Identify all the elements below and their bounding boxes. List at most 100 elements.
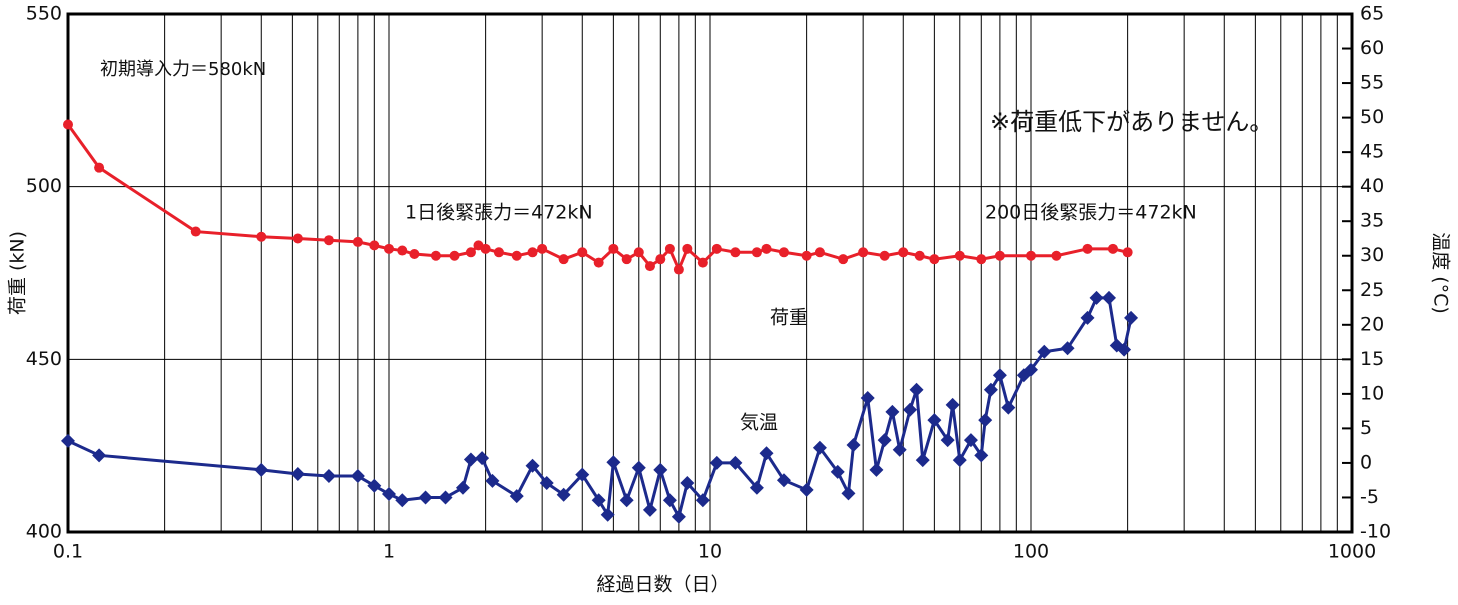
marker (801, 250, 812, 261)
x-tick-label: 1000 (1328, 541, 1376, 563)
marker (511, 250, 522, 261)
marker (1080, 310, 1095, 325)
marker (976, 254, 987, 265)
marker (860, 391, 875, 406)
marker (983, 382, 998, 397)
y2-tick-label: 30 (1360, 244, 1384, 266)
marker (915, 453, 930, 468)
series-label: 荷重 (770, 307, 808, 329)
x-tick-label: 100 (1013, 541, 1049, 563)
marker (323, 235, 334, 246)
marker (600, 507, 615, 522)
marker (655, 254, 666, 265)
y2-tick-label: 55 (1360, 72, 1384, 94)
marker (1026, 250, 1036, 261)
marker (465, 247, 476, 258)
marker (673, 264, 684, 275)
marker (558, 254, 569, 265)
y2-tick-label: 0 (1360, 451, 1372, 473)
marker (94, 162, 105, 173)
marker (1051, 250, 1062, 261)
marker (892, 442, 907, 457)
marker (1107, 243, 1118, 254)
y-axis-label: 荷重 (kN) (7, 231, 29, 315)
marker (644, 261, 655, 272)
y2-tick-label: -10 (1360, 521, 1391, 543)
marker (838, 254, 849, 265)
marker (680, 475, 695, 490)
marker (1037, 344, 1052, 359)
marker (418, 490, 433, 505)
marker (350, 469, 365, 484)
y2-tick-label: 50 (1360, 106, 1384, 128)
marker (1102, 290, 1117, 305)
marker (914, 250, 925, 261)
marker (728, 455, 743, 470)
marker (909, 382, 924, 397)
y-tick-label: 450 (26, 348, 62, 370)
y2-tick-label: 20 (1360, 313, 1384, 335)
marker (761, 243, 772, 254)
marker (575, 467, 590, 482)
marker (978, 413, 993, 428)
marker (92, 448, 107, 463)
marker (994, 250, 1005, 261)
marker (485, 473, 500, 488)
x-tick-label: 10 (698, 541, 722, 563)
marker (671, 509, 686, 524)
marker (509, 489, 524, 504)
marker (1124, 310, 1139, 325)
marker (63, 119, 73, 130)
annotation: 1日後緊張力＝472kN (405, 202, 593, 224)
marker (954, 250, 965, 261)
marker (695, 493, 710, 508)
marker (869, 462, 884, 477)
marker (608, 243, 619, 254)
marker (352, 236, 363, 247)
marker (61, 433, 75, 448)
marker (539, 475, 554, 490)
marker (776, 473, 791, 488)
annotation: ※荷重低下がありません。 (990, 108, 1273, 136)
marker (877, 433, 892, 448)
y-tick-label: 500 (26, 175, 62, 197)
marker (945, 397, 960, 412)
y2-tick-label: -5 (1360, 486, 1379, 508)
marker (1122, 247, 1133, 258)
y-tick-label: 400 (26, 521, 62, 543)
marker (992, 368, 1007, 383)
marker (593, 257, 604, 268)
marker (642, 502, 657, 517)
marker (697, 257, 708, 268)
marker (709, 455, 724, 470)
marker (940, 433, 955, 448)
y2-axis-label: 温度 (°C) (1430, 232, 1452, 314)
marker (493, 247, 504, 258)
y-tick-label: 550 (26, 3, 62, 25)
x-tick-label: 0.1 (53, 541, 83, 563)
marker (256, 231, 267, 242)
marker (537, 243, 548, 254)
marker (730, 247, 741, 258)
marker (367, 478, 382, 493)
marker (814, 247, 825, 258)
marker (1060, 341, 1075, 356)
marker (409, 249, 420, 260)
marker (290, 466, 305, 481)
x-axis-label: 経過日数（日） (596, 574, 729, 596)
y2-tick-label: 45 (1360, 141, 1384, 163)
marker (369, 240, 380, 251)
marker (1089, 290, 1104, 305)
marker (480, 243, 491, 254)
y2-tick-label: 10 (1360, 382, 1384, 404)
marker (799, 482, 814, 497)
marker (903, 402, 918, 417)
annotation: 200日後緊張力＝472kN (985, 202, 1197, 224)
y2-tick-label: 60 (1360, 37, 1384, 59)
marker (929, 254, 940, 265)
series-line (66, 123, 1128, 274)
x-tick-label: 1 (383, 541, 395, 563)
marker (619, 493, 634, 508)
marker (455, 480, 470, 495)
